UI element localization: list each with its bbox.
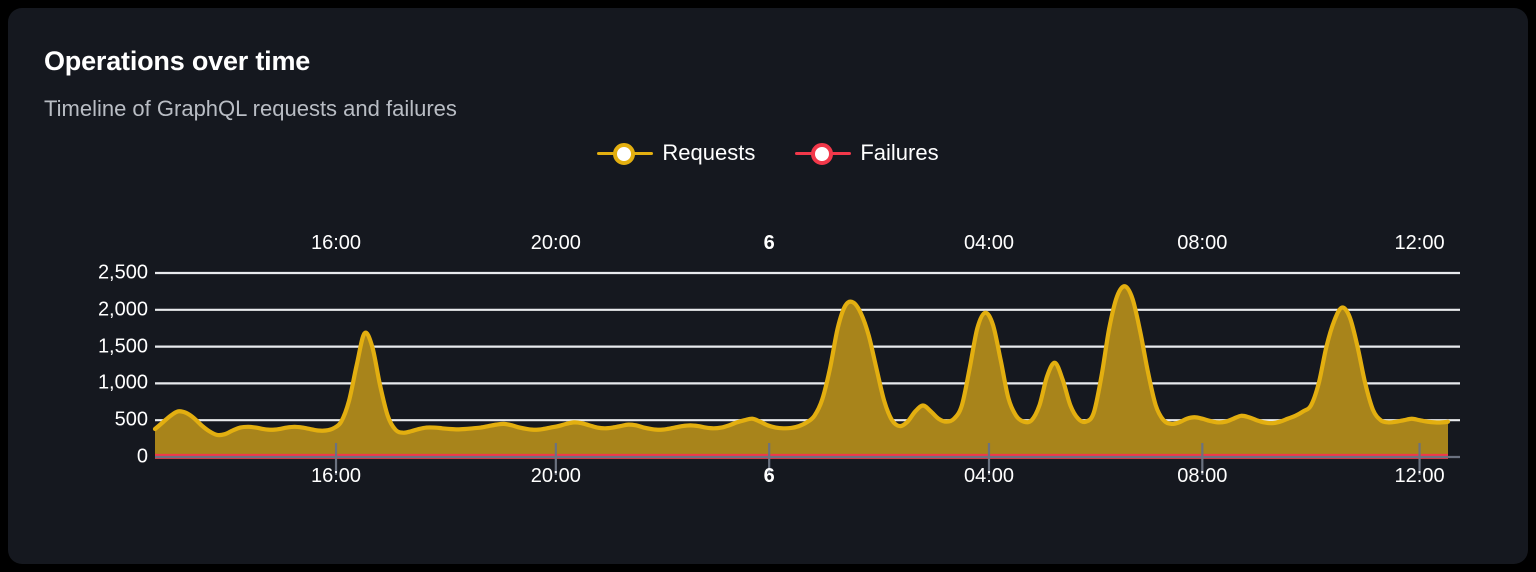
x-axis-tick-label: 16:00 [310,232,362,254]
legend-item-requests[interactable]: Requests [597,140,755,166]
chart-card: Operations over time Timeline of GraphQL… [8,8,1528,564]
x-axis-ticks [334,443,1421,475]
x-axis-tick-label: 08:00 [1177,232,1228,254]
y-axis-tick-label: 500 [114,408,148,431]
operations-over-time-chart [152,271,1460,475]
x-axis-labels-bottom: 16:00 20:00 6 04:00 08:00 12:00 [8,465,1528,495]
y-axis-tick-label: 1,500 [97,335,148,358]
y-axis-tick-label: 0 [136,445,148,468]
legend-marker-failures-icon [795,141,852,165]
legend-label-requests: Requests [662,140,756,165]
x-axis-tick-label: 20:00 [530,465,581,487]
legend-label-failures: Failures [860,140,939,165]
x-axis-tick-label: 6 [763,232,775,254]
x-axis-tick-label: 20:00 [530,232,581,254]
legend-marker-requests-icon [597,141,654,165]
x-axis-tick-label: 16:00 [310,465,362,487]
x-axis-tick-label: 6 [763,465,775,487]
requests-area-series [152,284,1451,457]
chart-subtitle: Timeline of GraphQL requests and failure… [44,96,457,121]
x-axis-tick-label: 04:00 [963,465,1015,487]
chart-legend: Requests Failures [8,140,1528,166]
x-axis-labels-top: 16:00 20:00 6 04:00 08:00 12:00 [8,232,1528,262]
legend-item-failures[interactable]: Failures [795,140,939,166]
y-axis-tick-label: 2,000 [97,298,148,321]
x-axis-tick-label: 12:00 [1394,465,1445,487]
y-axis-tick-label: 1,000 [97,371,148,394]
x-axis-tick-label: 08:00 [1177,465,1228,487]
y-axis-labels: 0 500 1,000 1,500 2,000 2,500 [8,8,148,564]
x-axis-tick-label: 12:00 [1394,232,1445,254]
y-axis-tick-label: 2,500 [97,261,148,284]
page-title: Operations over time [44,46,311,76]
x-axis-tick-label: 04:00 [963,232,1015,254]
